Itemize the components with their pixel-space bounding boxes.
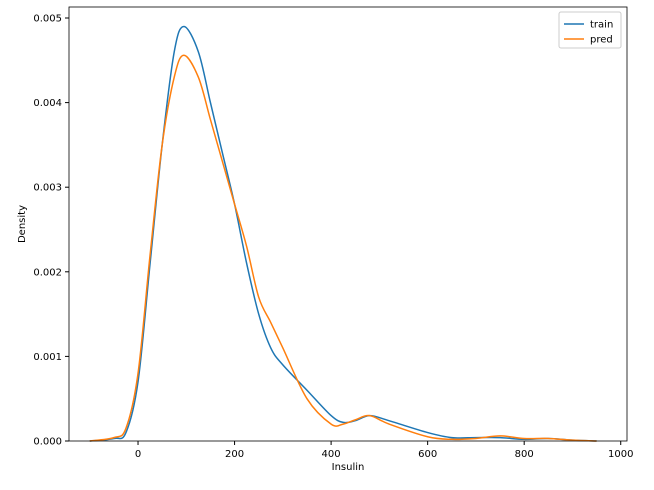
y-tick-label: 0.002 — [33, 267, 62, 278]
y-tick-label: 0.001 — [33, 352, 62, 363]
y-tick-label: 0.000 — [33, 437, 62, 448]
y-tick-label: 0.004 — [33, 98, 62, 109]
plot-frame — [68, 6, 628, 442]
x-tick-label: 600 — [418, 449, 437, 460]
density-line — [89, 54, 597, 442]
legend-label: pred — [590, 35, 613, 46]
x-tick-label: 0 — [135, 449, 141, 460]
y-tick-label: 0.003 — [33, 183, 62, 194]
x-tick-label: 200 — [225, 449, 244, 460]
legend-label: train — [590, 20, 613, 31]
x-tick-label: 800 — [515, 449, 534, 460]
x-tick-label: 1000 — [608, 449, 633, 460]
x-axis-label: Insulin — [332, 462, 365, 473]
x-tick-label: 400 — [322, 449, 341, 460]
y-tick-label: 0.005 — [33, 13, 62, 24]
density-line — [89, 25, 597, 442]
y-axis-label: Density — [17, 205, 28, 243]
